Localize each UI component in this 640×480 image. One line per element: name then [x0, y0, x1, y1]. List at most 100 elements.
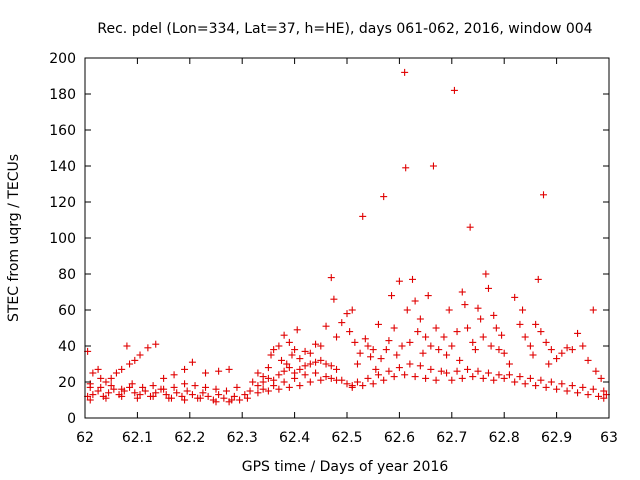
data-point — [568, 346, 576, 354]
data-point — [398, 342, 406, 350]
y-tick-label: 120 — [49, 195, 76, 211]
data-point — [317, 342, 325, 350]
data-point — [212, 385, 220, 393]
data-point — [516, 320, 524, 328]
data-point — [443, 369, 451, 377]
data-point — [414, 328, 422, 336]
data-point — [568, 382, 576, 390]
data-point — [380, 376, 388, 384]
data-point — [348, 383, 356, 391]
data-point — [275, 371, 283, 379]
x-tick-label: 62.2 — [174, 430, 205, 446]
data-point — [330, 295, 338, 303]
data-point — [338, 376, 346, 384]
data-point — [490, 376, 498, 384]
data-point — [136, 351, 144, 359]
data-point — [458, 288, 466, 296]
data-point — [343, 380, 351, 388]
data-point — [411, 373, 419, 381]
data-point — [422, 374, 430, 382]
data-point — [118, 392, 126, 400]
data-point — [406, 360, 414, 368]
y-tick-label: 60 — [58, 303, 76, 319]
data-point — [369, 380, 377, 388]
data-point — [291, 374, 299, 382]
y-tick-label: 0 — [67, 411, 76, 427]
data-point — [529, 351, 537, 359]
data-point — [416, 362, 424, 370]
data-point — [285, 364, 293, 372]
data-point — [181, 365, 189, 373]
data-point — [388, 292, 396, 300]
data-point — [105, 389, 113, 397]
data-point — [377, 355, 385, 363]
y-tick-label: 160 — [49, 123, 76, 139]
data-point — [385, 367, 393, 375]
data-point — [461, 301, 469, 309]
data-point — [579, 383, 587, 391]
y-axis: 0 20 40 60 80 100 120 140 160 180 200 — [49, 51, 609, 427]
data-point — [306, 360, 314, 368]
data-point — [317, 376, 325, 384]
data-point — [595, 392, 603, 400]
data-point — [479, 333, 487, 341]
data-point — [322, 322, 330, 330]
data-point — [280, 367, 288, 375]
data-point — [165, 394, 173, 402]
data-point — [487, 342, 495, 350]
data-point — [458, 374, 466, 382]
data-point — [322, 373, 330, 381]
data-point — [170, 383, 178, 391]
data-point — [170, 371, 178, 379]
data-point — [424, 292, 432, 300]
data-point — [474, 304, 482, 312]
data-point — [574, 389, 582, 397]
data-point — [296, 355, 304, 363]
data-point — [254, 389, 262, 397]
data-point — [149, 382, 157, 390]
data-point — [545, 360, 553, 368]
data-point — [259, 378, 267, 386]
data-point — [432, 376, 440, 384]
data-point — [181, 380, 189, 388]
data-point — [448, 376, 456, 384]
data-point — [474, 367, 482, 375]
data-point — [291, 346, 299, 354]
data-point — [422, 333, 430, 341]
data-point — [411, 297, 419, 305]
data-point — [338, 319, 346, 327]
data-point — [317, 356, 325, 364]
data-point — [359, 382, 367, 390]
data-point — [264, 387, 272, 395]
data-point — [429, 162, 437, 170]
data-point — [301, 371, 309, 379]
data-point — [215, 391, 223, 399]
data-point — [402, 164, 410, 172]
data-point — [183, 387, 191, 395]
y-axis-label: STEC from uqrg / TECUs — [6, 154, 22, 322]
data-point — [139, 383, 147, 391]
data-point — [280, 378, 288, 386]
data-point — [490, 311, 498, 319]
data-points — [84, 68, 610, 406]
data-point — [196, 394, 204, 402]
data-point — [432, 324, 440, 332]
data-point — [597, 374, 605, 382]
data-point — [86, 380, 94, 388]
data-point — [107, 374, 115, 382]
data-point — [126, 383, 134, 391]
data-point — [181, 396, 189, 404]
x-tick-label: 62.6 — [384, 430, 415, 446]
data-point — [589, 306, 597, 314]
data-point — [592, 367, 600, 375]
data-point — [131, 356, 139, 364]
data-point — [131, 389, 139, 397]
data-point — [270, 346, 278, 354]
data-point — [254, 382, 262, 390]
data-point — [453, 328, 461, 336]
data-point — [288, 351, 296, 359]
x-tick-label: 62.9 — [541, 430, 572, 446]
data-point — [152, 389, 160, 397]
data-point — [427, 342, 435, 350]
data-point — [406, 338, 414, 346]
